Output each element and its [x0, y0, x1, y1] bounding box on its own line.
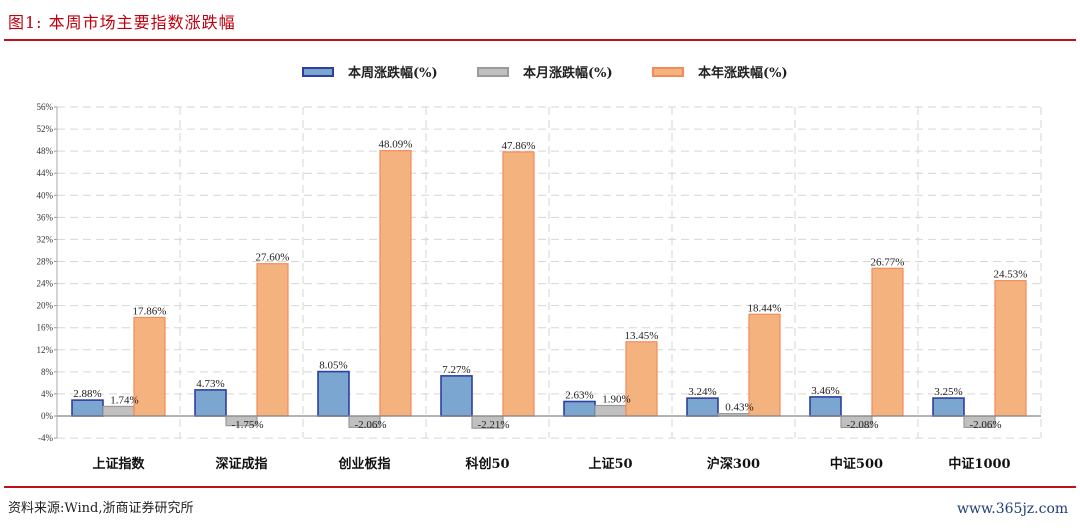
title-divider	[4, 39, 1076, 41]
figure-title: 图1: 本周市场主要指数涨跌幅	[8, 13, 236, 32]
bar	[594, 404, 627, 417]
category-label: 深证成指	[215, 456, 267, 472]
bar	[379, 150, 412, 417]
category-label: 沪深300	[707, 456, 760, 472]
y-tick-label: 36%	[37, 212, 54, 222]
watermark: www.365jz.com	[957, 501, 1069, 517]
chart-legend: 本周涨跌幅(%) 本月涨跌幅(%) 本年涨跌幅(%)	[0, 62, 1080, 82]
source-divider	[4, 486, 1076, 488]
bar-value-label: -2.06%	[354, 419, 386, 431]
bar	[440, 375, 473, 417]
bar	[871, 267, 904, 417]
bar	[256, 263, 289, 417]
bar	[994, 280, 1027, 417]
bar-value-label: -2.08%	[846, 419, 878, 431]
bar-value-label: 48.09%	[379, 139, 413, 151]
bar	[686, 397, 719, 417]
source-note: 资料来源:Wind,浙商证券研究所	[8, 501, 194, 516]
bar-value-label: 26.77%	[871, 256, 905, 268]
y-tick-label: 0%	[41, 411, 54, 421]
legend-label-weekly: 本周涨跌幅(%)	[348, 66, 438, 81]
bar	[748, 313, 781, 417]
y-tick-label: 44%	[37, 168, 54, 178]
y-tick-label: 16%	[37, 323, 54, 333]
legend-label-yearly: 本年涨跌幅(%)	[698, 66, 788, 81]
value-labels: 2.88% 1.74% 17.86% 上证指数 4.73% -1.75% 27.60% 深证成…	[73, 139, 1027, 472]
y-tick-label: 52%	[37, 124, 54, 134]
bar-value-label: 1.74%	[110, 394, 138, 406]
bar-value-label: 3.46%	[811, 385, 839, 397]
bar-value-label: 27.60%	[256, 252, 290, 264]
legend-item-weekly: 本周涨跌幅(%)	[302, 62, 438, 81]
bar-value-label: 1.90%	[602, 394, 630, 406]
bars	[71, 150, 1027, 429]
y-tick-label: 4%	[41, 389, 54, 399]
bar	[133, 316, 166, 417]
bar-value-label: 17.86%	[133, 305, 167, 317]
y-tick-label: -4%	[38, 433, 53, 443]
bar	[194, 389, 227, 417]
y-tick-label: 48%	[37, 146, 54, 156]
category-label: 中证500	[830, 456, 883, 472]
bar	[102, 405, 135, 417]
y-tick-label: 24%	[37, 279, 54, 289]
bar	[317, 370, 350, 417]
category-label: 上证指数	[92, 456, 145, 472]
category-label: 科创50	[465, 456, 509, 472]
legend-swatch-monthly	[477, 66, 509, 77]
bar	[71, 399, 104, 417]
bar-value-label: 13.45%	[625, 330, 659, 342]
category-label: 中证1000	[948, 456, 1010, 472]
y-tick-label: 28%	[37, 257, 54, 267]
y-tick-label: 40%	[37, 190, 54, 200]
y-tick-label: 56%	[37, 102, 54, 112]
legend-swatch-yearly	[652, 66, 684, 77]
axes: 56% 52% 48% 44% 40% 36% 32% 28% 24% 20% 16% 12% 8% 4%…	[37, 102, 1041, 443]
category-label: 创业板指	[337, 456, 390, 472]
bar-value-label: -1.75%	[231, 419, 263, 431]
y-tick-label: 12%	[37, 345, 54, 355]
bar-value-label: 2.88%	[73, 388, 101, 400]
legend-label-monthly: 本月涨跌幅(%)	[523, 66, 613, 81]
y-tick-label: 20%	[37, 301, 54, 311]
bar-value-label: 47.86%	[502, 140, 536, 152]
category-label: 上证50	[588, 457, 632, 472]
bar-value-label: 18.44%	[748, 302, 782, 314]
bar	[809, 396, 842, 417]
legend-swatch-weekly	[302, 66, 334, 77]
bar-value-label: -2.06%	[969, 419, 1001, 431]
bar-value-label: 2.63%	[565, 389, 593, 401]
bar-value-label: 0.43%	[725, 402, 753, 414]
bar-value-label: -2.21%	[477, 419, 509, 431]
legend-item-monthly: 本月涨跌幅(%)	[477, 62, 613, 81]
bar-value-label: 24.53%	[994, 269, 1028, 281]
bar-value-label: 4.73%	[196, 378, 224, 390]
bar-value-label: 3.25%	[934, 386, 962, 398]
y-tick-label: 32%	[37, 234, 54, 244]
bar	[502, 151, 535, 417]
bar-value-label: 7.27%	[442, 364, 470, 376]
bar-value-label: 3.24%	[688, 386, 716, 398]
y-tick-label: 8%	[41, 367, 54, 377]
bar-chart: 56% 52% 48% 44% 40% 36% 32% 28% 24% 20% 16% 12% 8% 4%…	[37, 102, 1042, 472]
bar	[932, 397, 965, 417]
bar	[563, 400, 596, 417]
bar-value-label: 8.05%	[319, 360, 347, 372]
legend-item-yearly: 本年涨跌幅(%)	[652, 62, 788, 81]
